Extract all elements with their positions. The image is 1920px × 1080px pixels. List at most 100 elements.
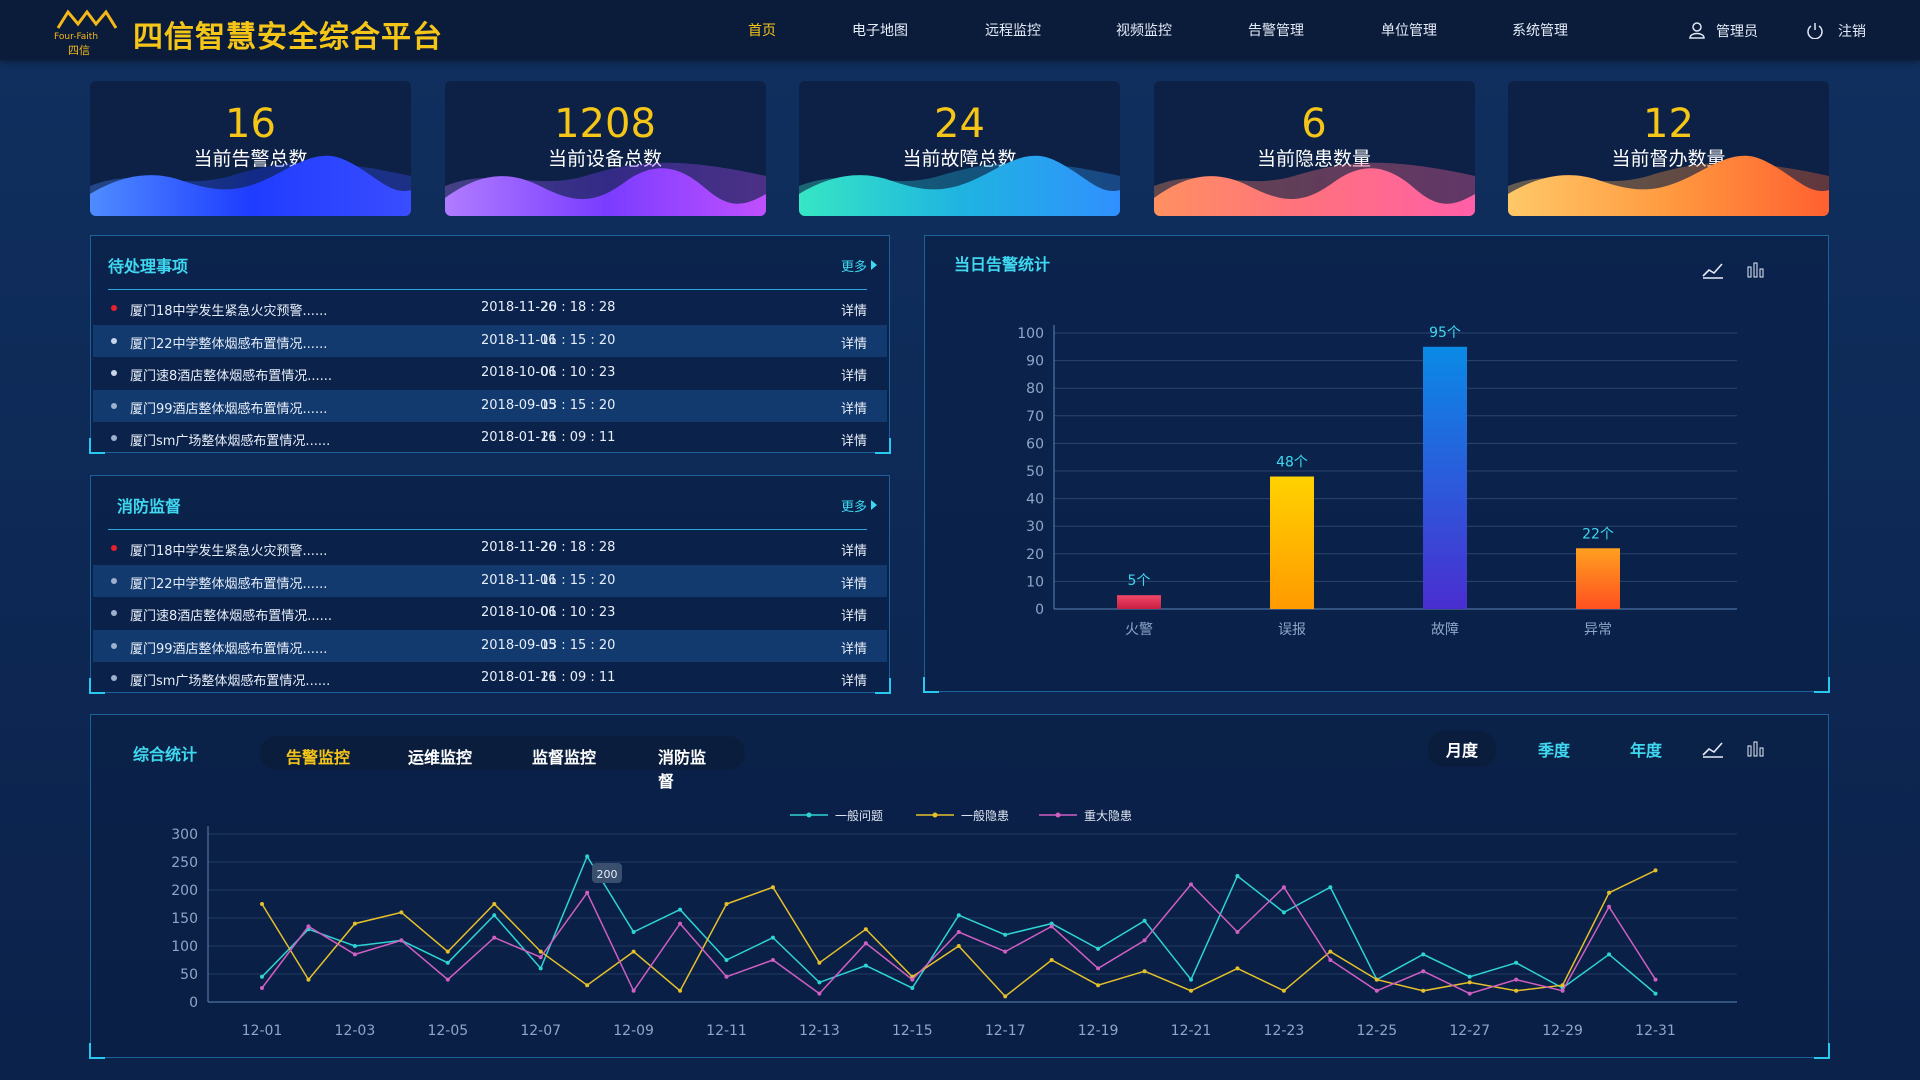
series-point: [1514, 960, 1519, 965]
period-tab[interactable]: 季度: [1537, 741, 1571, 760]
tab[interactable]: 消防监督: [658, 748, 707, 791]
series-point: [770, 885, 775, 890]
series-point: [678, 921, 683, 926]
series-point: [1049, 958, 1054, 962]
bar-toggle[interactable]: [1745, 739, 1765, 759]
period-tab[interactable]: 月度: [1427, 731, 1497, 767]
detail-link[interactable]: 详情: [840, 434, 868, 449]
series-point: [724, 958, 729, 962]
kpi-value: 6: [1301, 101, 1327, 147]
series-point: [770, 935, 775, 940]
logout[interactable]: 注销: [1838, 24, 1866, 40]
y-tick-label: 80: [1026, 381, 1044, 397]
detail-link[interactable]: 详情: [840, 369, 868, 384]
kpi-label: 当前督办数量: [1611, 148, 1726, 170]
x-tick-label: 12-01: [242, 1023, 283, 1039]
bar: [1576, 548, 1620, 609]
wave-front: [444, 168, 766, 216]
series-point: [260, 902, 264, 906]
nav-item[interactable]: 系统管理: [1512, 23, 1568, 39]
power-icon: [1807, 23, 1823, 39]
detail-link[interactable]: 详情: [840, 336, 868, 352]
series-point: [1189, 882, 1193, 887]
nav-item[interactable]: 首页: [748, 23, 776, 39]
series-point: [1421, 988, 1426, 993]
line-toggle[interactable]: [1701, 260, 1725, 280]
detail-link[interactable]: 详情: [840, 674, 868, 689]
nav-item[interactable]: 视频监控: [1116, 23, 1172, 39]
nav-item[interactable]: 单位管理: [1381, 23, 1437, 39]
series-point: [1328, 885, 1333, 890]
detail-link[interactable]: 详情: [840, 609, 868, 624]
series-point: [1467, 991, 1472, 996]
period-tab[interactable]: 年度: [1629, 741, 1663, 760]
series-point: [585, 890, 590, 895]
series-point: [1096, 983, 1101, 988]
series-point: [1653, 991, 1658, 996]
nav-item[interactable]: 告警管理: [1248, 23, 1304, 39]
kpi-value: 12: [1643, 101, 1694, 147]
nav-item[interactable]: 远程监控: [985, 23, 1041, 39]
row-date: 2018-11-06: [481, 332, 557, 348]
series-point: [910, 986, 915, 990]
legend-dot: [806, 812, 812, 818]
wave-front: [90, 155, 411, 216]
list-title: 待处理事项: [108, 257, 189, 276]
detail-link[interactable]: 详情: [840, 641, 868, 657]
series-point: [1374, 977, 1379, 982]
series-point: [1281, 910, 1286, 915]
line-toggle[interactable]: [1701, 739, 1725, 759]
nav-item[interactable]: 电子地图: [852, 23, 908, 39]
user-name[interactable]: 管理员: [1716, 24, 1758, 40]
series-point: [1235, 874, 1240, 878]
series-point: [492, 913, 497, 918]
kpi-wave: [799, 155, 1120, 216]
more-link[interactable]: 更多: [840, 260, 867, 275]
bar-title: 当日告警统计: [954, 255, 1051, 274]
more-link[interactable]: 更多: [840, 500, 867, 515]
bar-panel: 当日告警统计 0 10 20 30 40 50 60 70 80 90 100 5个 火警 48个 误报 95…: [923, 235, 1830, 693]
kpi-card: 16 当前告警总数: [90, 81, 411, 216]
bar-toggle[interactable]: [1745, 260, 1765, 280]
logo-icon: [56, 9, 118, 29]
tab[interactable]: 监督监控: [531, 748, 597, 767]
status-dot: [111, 435, 117, 441]
status-dot: [111, 337, 117, 344]
series-point: [1328, 949, 1333, 954]
x-tick-label: 12-03: [335, 1023, 376, 1039]
row-time: 01 : 10 : 23: [540, 605, 616, 620]
row-time: 11 : 15 : 20: [540, 572, 616, 588]
detail-link[interactable]: 详情: [840, 304, 868, 319]
row-date: 2018-11-26: [481, 300, 557, 315]
x-tick-label: 异常: [1584, 622, 1612, 638]
series-point: [1235, 966, 1240, 971]
tab[interactable]: 告警监控: [285, 748, 351, 767]
tab[interactable]: 运维监控: [407, 748, 473, 767]
row-date: 2018-11-06: [481, 572, 557, 588]
detail-link[interactable]: 详情: [840, 544, 868, 559]
row-time: 20 : 18 : 28: [540, 300, 616, 315]
series-point: [1281, 885, 1286, 890]
list-row: 厦门99酒店整体烟感布置情况...... 2018-09-05 13 : 15 : …: [93, 389, 887, 422]
line-chart: 0 50 100 150 200 250 300 12-01 12-03 12-05 12-07 12…: [171, 808, 1737, 1039]
list-row: 厦门22中学整体烟感布置情况...... 2018-11-06 11 : 15 : …: [93, 324, 887, 357]
y-tick-label: 10: [1026, 574, 1044, 590]
value-label: 48个: [1276, 455, 1308, 471]
detail-link[interactable]: 详情: [840, 576, 868, 592]
series-point: [1003, 949, 1008, 954]
row-text: 厦门22中学整体烟感布置情况......: [130, 576, 328, 592]
x-tick-label: 12-29: [1542, 1023, 1583, 1039]
detail-link[interactable]: 详情: [840, 401, 868, 417]
list-row: 厦门速8酒店整体烟感布置情况...... 2018-10-06 01 : 10 : …: [93, 357, 887, 389]
row-time: 21 : 09 : 11: [540, 430, 616, 445]
row-date: 2018-09-05: [481, 637, 557, 653]
series-point: [1189, 977, 1193, 982]
series-point: [1467, 974, 1472, 979]
series-point: [1607, 952, 1612, 957]
x-tick-label: 12-23: [1264, 1023, 1305, 1039]
row-text: 厦门速8酒店整体烟感布置情况......: [130, 609, 333, 624]
list-row: 厦门sm广场整体烟感布置情况...... 2018-01-16 21 : 09 : …: [93, 422, 887, 454]
legend-label: 一般问题: [835, 808, 883, 823]
series-point: [1653, 977, 1658, 982]
